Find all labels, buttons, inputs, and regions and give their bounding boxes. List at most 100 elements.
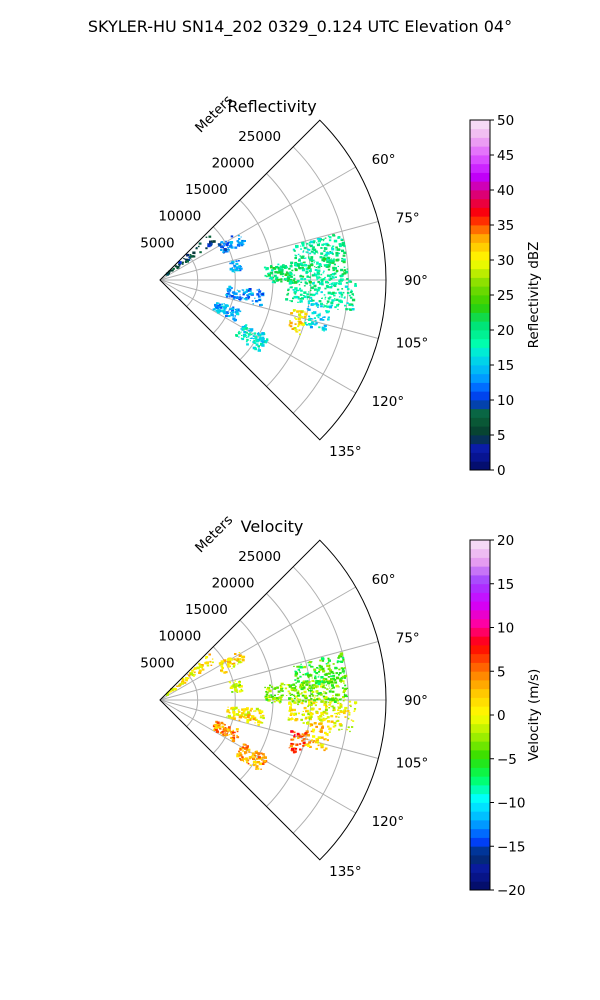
echo-gate	[320, 744, 324, 747]
colorbar-segment	[470, 128, 490, 138]
echo-gate	[326, 679, 329, 682]
echo-gate	[335, 249, 338, 251]
echo-gate	[275, 276, 279, 280]
echo-gate	[229, 734, 231, 736]
echo-gate	[253, 342, 257, 344]
echo-gate	[322, 690, 325, 692]
echo-gate	[298, 313, 302, 316]
echo-gate	[292, 694, 295, 697]
colorbar-label: Velocity (m/s)	[526, 669, 542, 762]
colorbar-segment	[470, 723, 490, 733]
echo-gate	[223, 242, 226, 245]
echo-gate	[222, 667, 224, 669]
echo-gate	[295, 682, 297, 684]
echo-gate	[255, 343, 259, 346]
echo-gate	[277, 266, 281, 270]
echo-gate	[316, 261, 319, 264]
colorbar-tick-label: 25	[497, 288, 514, 304]
echo-gate	[316, 238, 320, 240]
echo-gate	[215, 720, 218, 723]
echo-gate	[198, 671, 202, 674]
echo-gate	[291, 748, 293, 750]
colorbar-segment	[470, 741, 490, 751]
echo-gate	[305, 272, 308, 275]
echo-gate	[235, 268, 238, 271]
echo-gate	[292, 297, 295, 300]
echo-gate	[307, 705, 309, 708]
echo-gate	[323, 692, 325, 694]
echo-gate	[165, 693, 169, 696]
echo-gate	[321, 660, 325, 662]
echo-gate	[334, 666, 338, 670]
echo-gate	[331, 245, 335, 248]
echo-gate	[348, 712, 351, 714]
echo-gate	[247, 714, 250, 717]
echo-gate	[184, 682, 187, 684]
echo-gate	[226, 250, 229, 253]
echo-gate	[232, 734, 236, 737]
echo-gate	[288, 268, 291, 270]
angle-tick-label: 105°	[396, 336, 429, 352]
echo-gate	[330, 684, 334, 687]
echo-gate	[302, 710, 304, 712]
echo-gate	[279, 684, 282, 687]
colorbar-segment	[470, 286, 490, 296]
echo-gate	[236, 691, 239, 693]
echo-gate	[307, 306, 310, 308]
echo-gate	[310, 263, 314, 267]
echo-gate	[335, 676, 340, 680]
echo-gate	[252, 346, 256, 350]
echo-gate	[306, 723, 309, 725]
echo-gate	[263, 756, 267, 759]
echo-gate	[227, 291, 229, 293]
echo-gate	[332, 695, 334, 697]
angular-gridline	[159, 699, 379, 759]
echo-gate	[208, 653, 211, 656]
echo-gate	[299, 671, 301, 673]
echo-gate	[342, 291, 345, 294]
echo-gate	[224, 248, 228, 252]
echo-gate	[328, 704, 330, 706]
colorbar-segment	[470, 540, 490, 550]
echo-gate	[233, 297, 236, 300]
echo-gate	[239, 298, 241, 300]
echo-gate	[297, 317, 301, 321]
echo-gate	[292, 289, 295, 291]
echo-gate	[298, 698, 301, 702]
echo-gate	[234, 653, 237, 655]
colorbar-segment	[470, 155, 490, 165]
echo-gate	[318, 326, 321, 329]
echo-gate	[354, 709, 356, 711]
echo-gate	[300, 686, 304, 689]
echo-gate	[170, 688, 174, 691]
echo-gate	[316, 667, 318, 669]
echo-gate	[341, 675, 345, 678]
echo-gate	[286, 695, 288, 696]
echo-gate	[324, 738, 327, 740]
echo-gate	[257, 723, 260, 726]
colorbar-tick-label: 35	[497, 218, 514, 234]
echo-gate	[333, 272, 337, 275]
echo-gate	[306, 298, 309, 300]
colorbar-segment	[470, 881, 490, 891]
echo-gate	[237, 234, 240, 237]
echo-gate	[346, 302, 349, 304]
echo-gate	[226, 728, 230, 731]
echo-gate	[245, 290, 248, 293]
colorbar-segment	[470, 312, 490, 322]
echo-gate	[320, 252, 324, 255]
echo-gate	[323, 243, 326, 246]
echo-gate	[346, 729, 349, 731]
echo-gate	[233, 707, 237, 710]
echo-gate	[221, 725, 225, 728]
echo-gate	[258, 347, 260, 349]
echo-gate	[238, 755, 241, 757]
echo-gate	[319, 743, 322, 745]
angle-tick-label: 135°	[329, 444, 362, 460]
echo-gate	[289, 300, 291, 302]
echo-gate	[229, 311, 231, 313]
echo-gate	[222, 251, 225, 253]
echo-gate	[297, 253, 300, 256]
echo-gate	[306, 688, 309, 691]
